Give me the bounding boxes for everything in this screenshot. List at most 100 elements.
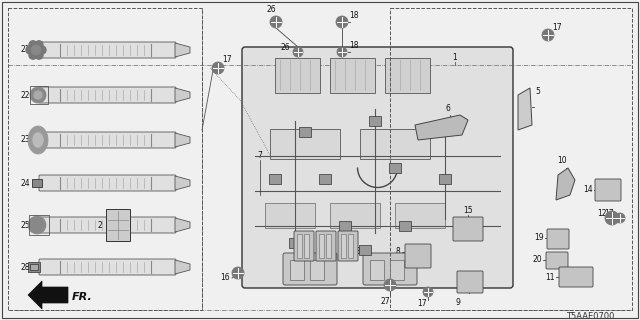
Bar [297, 234, 302, 258]
FancyBboxPatch shape [283, 253, 337, 285]
Bar [289, 238, 301, 248]
Bar [299, 127, 311, 137]
Bar [369, 116, 381, 125]
Circle shape [542, 29, 554, 41]
Text: 21: 21 [20, 45, 30, 54]
Circle shape [31, 45, 41, 55]
Text: 28: 28 [20, 262, 30, 271]
Bar [399, 221, 411, 231]
Text: 5: 5 [535, 87, 540, 97]
Text: 14: 14 [584, 186, 593, 195]
Ellipse shape [33, 133, 43, 147]
Bar [30, 86, 48, 104]
Circle shape [38, 46, 46, 54]
Circle shape [423, 287, 433, 297]
FancyBboxPatch shape [242, 47, 513, 288]
Circle shape [293, 47, 303, 57]
FancyBboxPatch shape [316, 231, 336, 261]
Text: 7: 7 [257, 150, 262, 159]
Bar [360, 129, 430, 159]
Text: 13: 13 [301, 268, 311, 277]
Text: 1: 1 [452, 52, 458, 61]
Circle shape [615, 213, 625, 223]
Bar [390, 8, 632, 310]
Polygon shape [175, 260, 190, 274]
Text: 17: 17 [417, 299, 427, 308]
FancyBboxPatch shape [294, 231, 314, 261]
Polygon shape [556, 168, 575, 200]
Polygon shape [28, 262, 40, 272]
Bar [389, 163, 401, 172]
Text: 15: 15 [463, 206, 473, 215]
Text: 18: 18 [349, 42, 358, 51]
Text: 17: 17 [604, 209, 614, 218]
Text: 24: 24 [20, 179, 30, 188]
Bar [304, 234, 309, 258]
Text: 25: 25 [20, 220, 30, 229]
Text: T5AAE0700: T5AAE0700 [566, 312, 614, 320]
Circle shape [29, 51, 37, 59]
Bar [32, 179, 42, 187]
Bar [390, 260, 404, 280]
Bar [30, 264, 38, 270]
Text: 26: 26 [280, 44, 290, 52]
Circle shape [26, 46, 34, 54]
Text: 3: 3 [355, 247, 360, 257]
Polygon shape [518, 88, 532, 130]
Text: 18: 18 [349, 12, 358, 20]
Circle shape [28, 216, 46, 234]
FancyBboxPatch shape [547, 229, 569, 249]
Text: 2: 2 [97, 220, 102, 229]
Circle shape [384, 279, 396, 291]
Polygon shape [415, 115, 468, 140]
Bar [348, 234, 353, 258]
Text: 10: 10 [557, 156, 567, 165]
Text: 19: 19 [534, 234, 544, 243]
Bar [439, 174, 451, 184]
Polygon shape [175, 176, 190, 190]
Circle shape [232, 267, 244, 279]
FancyBboxPatch shape [39, 42, 176, 58]
Bar [319, 234, 324, 258]
Text: 6: 6 [445, 104, 451, 113]
Text: 9: 9 [456, 298, 460, 307]
Text: FR.: FR. [72, 292, 93, 302]
Circle shape [29, 41, 37, 49]
FancyBboxPatch shape [559, 267, 593, 287]
Text: 17: 17 [222, 55, 232, 65]
Bar [319, 174, 331, 184]
Bar [385, 58, 430, 93]
Bar [270, 129, 340, 159]
FancyBboxPatch shape [39, 175, 176, 191]
Bar [326, 234, 331, 258]
Bar [265, 203, 315, 228]
Circle shape [35, 51, 43, 59]
Text: 20: 20 [532, 255, 542, 265]
Bar [330, 203, 380, 228]
Text: 26: 26 [266, 5, 276, 14]
Text: 23: 23 [20, 135, 30, 145]
Polygon shape [175, 88, 190, 102]
Bar [370, 260, 384, 280]
Bar [290, 260, 304, 280]
Text: 27: 27 [380, 297, 390, 306]
Circle shape [336, 16, 348, 28]
Text: 16: 16 [220, 274, 230, 283]
FancyBboxPatch shape [39, 217, 176, 233]
Bar [8, 8, 202, 310]
FancyBboxPatch shape [453, 217, 483, 241]
FancyBboxPatch shape [595, 179, 621, 201]
Polygon shape [28, 281, 68, 309]
Text: 12: 12 [598, 209, 607, 218]
FancyBboxPatch shape [39, 87, 176, 103]
FancyBboxPatch shape [39, 259, 176, 275]
Bar [275, 58, 320, 93]
Text: 11: 11 [545, 273, 555, 282]
Circle shape [337, 47, 347, 57]
Bar [330, 58, 375, 93]
Bar [269, 174, 281, 184]
FancyBboxPatch shape [363, 253, 417, 285]
Bar [395, 203, 445, 228]
Bar [310, 260, 324, 280]
Bar [106, 209, 130, 241]
